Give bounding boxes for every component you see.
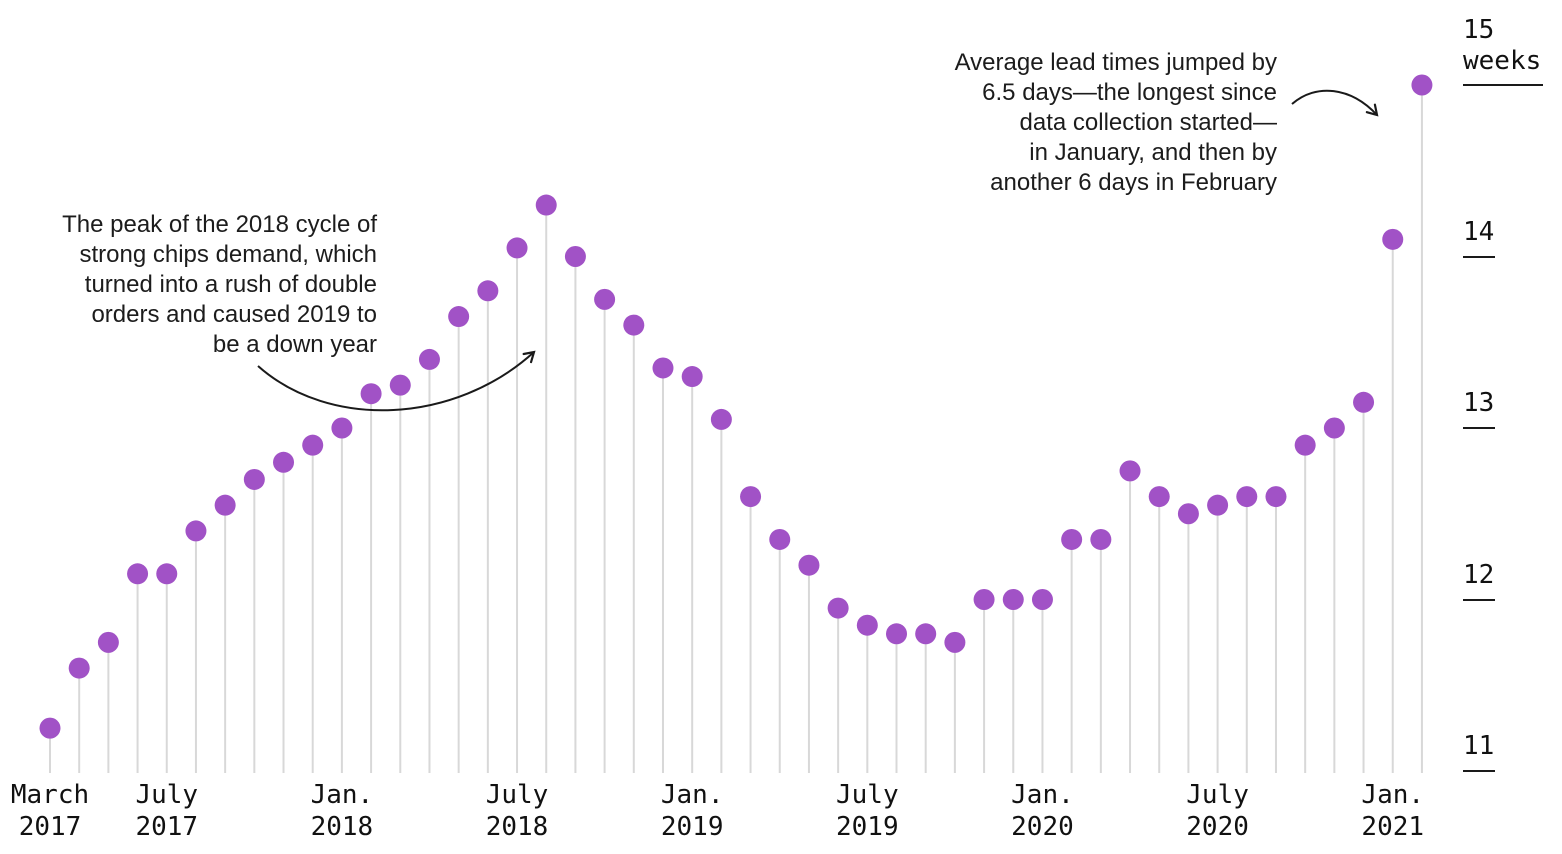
data-point — [1382, 228, 1404, 250]
annotation-2021-jump: Average lead times jumped by 6.5 days—th… — [954, 49, 1277, 196]
x-axis-label: July 2017 — [135, 780, 199, 842]
data-point — [710, 408, 732, 430]
data-point — [448, 306, 470, 328]
data-point — [1061, 528, 1083, 550]
x-axis-label: Jan. 2020 — [1011, 780, 1074, 842]
data-point — [1031, 589, 1053, 610]
data-point — [1236, 486, 1258, 508]
x-axis-label: Jan. 2018 — [310, 780, 374, 842]
data-point — [97, 631, 119, 653]
data-point — [827, 597, 849, 619]
y-axis-tick-label: 11 — [1463, 731, 1495, 761]
data-point — [1207, 494, 1229, 516]
y-axis-tick-label: 12 — [1463, 559, 1495, 590]
annotation-arrow-2021-jump — [1291, 89, 1379, 117]
data-point — [302, 434, 324, 456]
data-point — [39, 717, 61, 739]
data-point — [1411, 74, 1433, 96]
y-axis-tick — [1463, 598, 1495, 601]
data-point — [1090, 528, 1112, 550]
data-point — [156, 563, 178, 585]
x-axis-label: July 2020 — [1186, 780, 1249, 842]
y-axis-tick-label: 13 — [1463, 388, 1495, 418]
y-axis-tick-label: 15 weeks — [1463, 15, 1542, 76]
data-point — [1294, 434, 1316, 456]
data-point — [944, 631, 966, 653]
data-point — [68, 657, 90, 679]
x-axis-label: July 2018 — [485, 780, 549, 842]
x-axis-label: Jan. 2019 — [660, 780, 724, 842]
data-point — [1177, 503, 1199, 525]
data-point — [389, 374, 411, 396]
data-point — [1119, 460, 1141, 482]
data-point — [185, 520, 207, 542]
data-point — [594, 288, 616, 310]
data-point — [243, 468, 265, 490]
y-axis-tick — [1463, 770, 1495, 772]
data-point — [331, 417, 353, 439]
annotation-arrow-2018-peak — [257, 350, 536, 412]
data-point — [273, 451, 295, 473]
y-axis-tick-label: 14 — [1463, 216, 1495, 247]
data-point — [564, 246, 586, 267]
data-point — [1265, 486, 1287, 508]
data-point — [856, 614, 878, 636]
data-point — [740, 486, 762, 508]
y-axis-tick — [1463, 84, 1543, 86]
x-axis-label: March 2017 — [10, 780, 90, 842]
data-point — [477, 280, 499, 302]
data-point — [214, 494, 236, 516]
stems-group — [49, 85, 1423, 773]
data-point — [652, 357, 674, 379]
data-point — [681, 366, 703, 388]
data-point — [886, 623, 908, 645]
data-point — [127, 563, 149, 585]
data-point — [360, 383, 382, 405]
data-point — [798, 554, 820, 576]
data-point — [915, 623, 937, 645]
annotation-2018-peak: The peak of the 2018 cycle of strong chi… — [62, 211, 377, 358]
dots-group — [39, 74, 1433, 739]
x-axis-label: Jan. 2021 — [1361, 780, 1425, 842]
data-point — [1002, 589, 1024, 610]
y-axis-tick — [1463, 427, 1495, 429]
data-point — [1323, 417, 1345, 439]
data-point — [535, 194, 557, 216]
data-point — [418, 348, 440, 370]
data-point — [973, 589, 995, 610]
data-point — [506, 237, 528, 259]
y-axis-tick — [1463, 255, 1495, 258]
data-point — [769, 528, 791, 550]
data-point — [623, 314, 645, 336]
data-point — [1148, 486, 1170, 508]
x-axis-label: July 2019 — [836, 780, 899, 842]
data-point — [1353, 391, 1375, 413]
